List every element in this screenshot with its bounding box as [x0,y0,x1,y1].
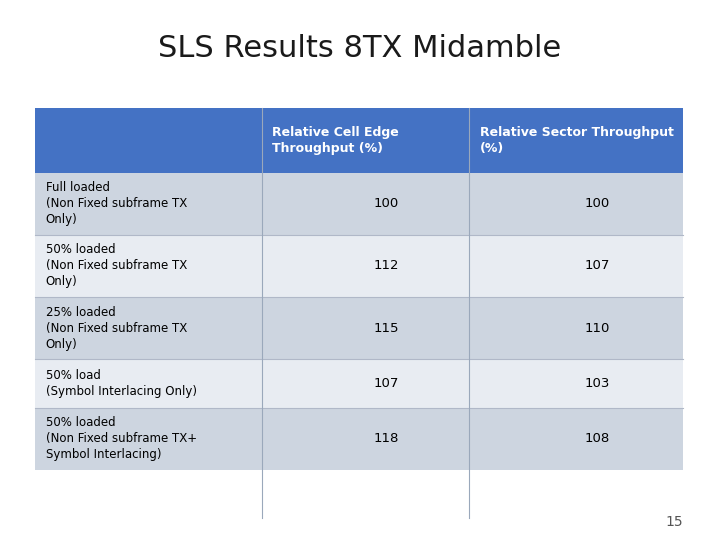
FancyBboxPatch shape [35,108,262,173]
Text: 112: 112 [374,259,400,273]
Text: 100: 100 [374,197,399,211]
Text: 107: 107 [585,259,610,273]
FancyBboxPatch shape [35,359,262,408]
Text: 50% load
(Symbol Interlacing Only): 50% load (Symbol Interlacing Only) [46,369,197,398]
Text: 115: 115 [374,321,400,335]
Text: 100: 100 [585,197,610,211]
FancyBboxPatch shape [262,173,469,235]
Text: 25% loaded
(Non Fixed subframe TX
Only): 25% loaded (Non Fixed subframe TX Only) [46,306,187,350]
Text: 118: 118 [374,432,400,445]
FancyBboxPatch shape [262,408,469,470]
Text: Relative Cell Edge
Throughput (%): Relative Cell Edge Throughput (%) [272,126,399,155]
FancyBboxPatch shape [35,408,262,470]
FancyBboxPatch shape [35,297,262,359]
Text: SLS Results 8TX Midamble: SLS Results 8TX Midamble [158,34,562,63]
FancyBboxPatch shape [469,408,683,470]
FancyBboxPatch shape [469,297,683,359]
FancyBboxPatch shape [35,173,262,235]
Text: 50% loaded
(Non Fixed subframe TX+
Symbol Interlacing): 50% loaded (Non Fixed subframe TX+ Symbo… [46,416,197,461]
Text: 50% loaded
(Non Fixed subframe TX
Only): 50% loaded (Non Fixed subframe TX Only) [46,244,187,288]
Text: 15: 15 [665,515,683,529]
FancyBboxPatch shape [262,235,469,297]
FancyBboxPatch shape [469,359,683,408]
Text: 103: 103 [585,377,610,390]
FancyBboxPatch shape [262,359,469,408]
Text: Full loaded
(Non Fixed subframe TX
Only): Full loaded (Non Fixed subframe TX Only) [46,181,187,226]
FancyBboxPatch shape [35,235,262,297]
Text: 108: 108 [585,432,610,445]
FancyBboxPatch shape [262,297,469,359]
Text: 110: 110 [585,321,610,335]
Text: Relative Sector Throughput
(%): Relative Sector Throughput (%) [480,126,673,155]
FancyBboxPatch shape [469,235,683,297]
FancyBboxPatch shape [469,108,683,173]
FancyBboxPatch shape [469,173,683,235]
Text: 107: 107 [374,377,400,390]
FancyBboxPatch shape [262,108,469,173]
